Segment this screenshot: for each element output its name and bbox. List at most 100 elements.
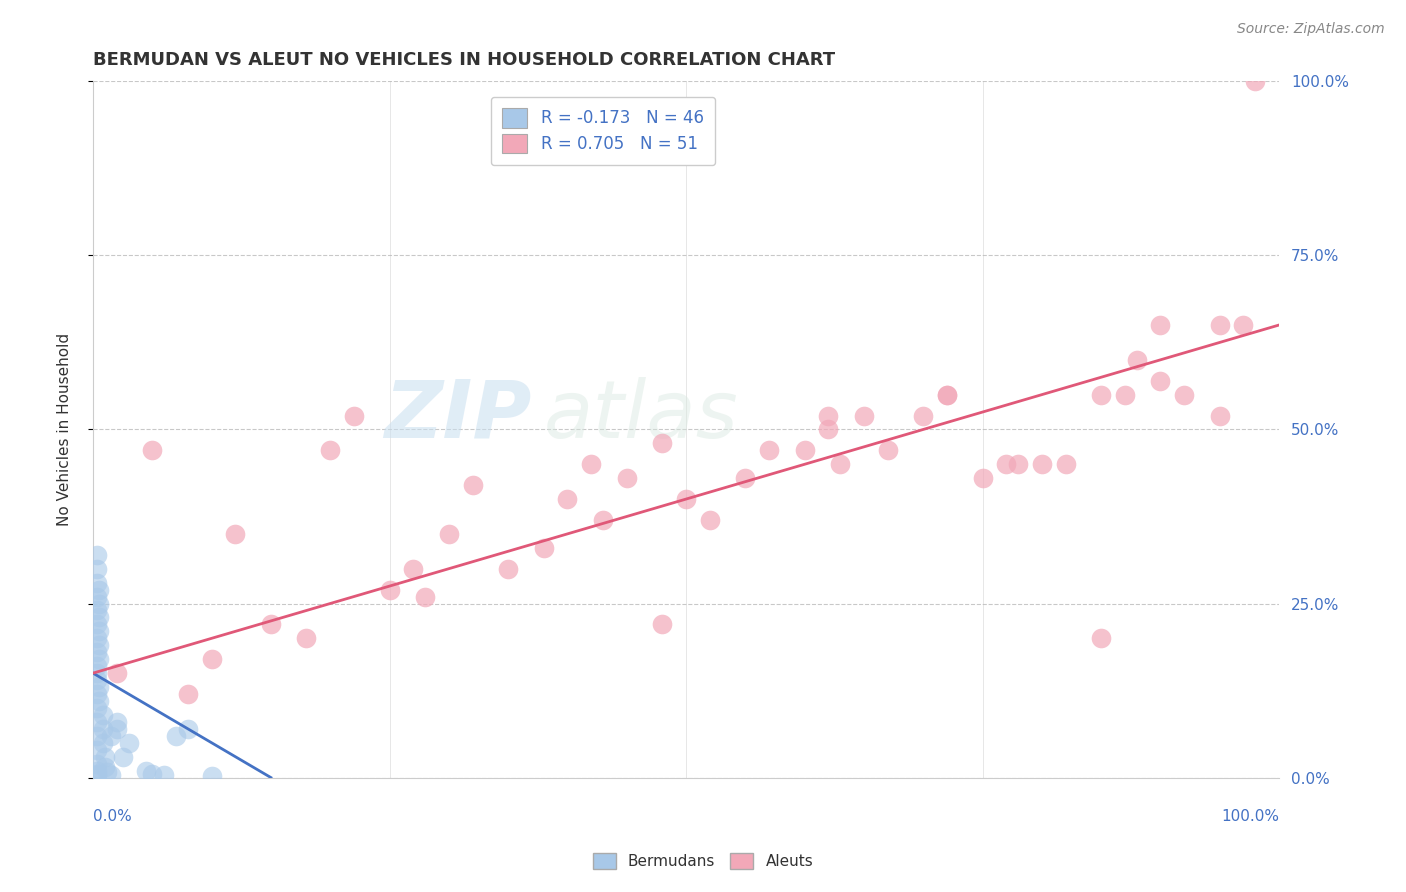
Point (87, 624, 110, 639)
Point (616, 471, 638, 485)
Point (1090, 387, 1112, 401)
Point (793, 443, 815, 458)
Point (86, 632, 108, 646)
Point (153, 768, 176, 782)
Point (201, 652, 224, 666)
Point (557, 492, 579, 507)
Point (912, 409, 935, 423)
Point (87, 582, 110, 597)
Point (141, 443, 163, 458)
Point (86, 742, 108, 756)
Point (87, 694, 110, 708)
Point (177, 687, 200, 701)
Point (1031, 457, 1053, 471)
Point (852, 409, 875, 423)
Point (86, 701, 108, 715)
Point (817, 409, 839, 423)
Point (651, 617, 673, 632)
Point (87, 652, 110, 666)
Point (86, 714, 108, 729)
Point (177, 722, 200, 736)
Point (86, 687, 108, 701)
Point (1149, 374, 1171, 388)
Point (86, 575, 108, 590)
Point (201, 769, 224, 783)
Legend: R = -0.173   N = 46, R = 0.705   N = 51: R = -0.173 N = 46, R = 0.705 N = 51 (491, 96, 716, 165)
Point (91, 736, 114, 750)
Point (579, 457, 602, 471)
Point (86, 756, 108, 771)
Point (141, 767, 163, 781)
Point (675, 492, 697, 507)
Point (699, 513, 721, 527)
Point (86, 768, 108, 782)
Legend: Bermudans, Aleuts: Bermudans, Aleuts (586, 847, 820, 875)
Point (378, 582, 401, 597)
Point (224, 527, 246, 541)
Point (817, 422, 839, 436)
Point (105, 722, 128, 736)
Point (86, 767, 108, 781)
Point (734, 471, 756, 485)
Point (94, 760, 117, 774)
Point (105, 714, 128, 729)
Point (86, 617, 108, 632)
Point (972, 471, 994, 485)
Point (86, 666, 108, 681)
Point (461, 478, 484, 492)
Text: BERMUDAN VS ALEUT NO VEHICLES IN HOUSEHOLD CORRELATION CHART: BERMUDAN VS ALEUT NO VEHICLES IN HOUSEHO… (93, 51, 835, 69)
Point (96, 764, 118, 779)
Point (413, 590, 436, 604)
Point (1173, 387, 1195, 401)
Point (87, 597, 110, 611)
Point (86, 659, 108, 673)
Point (1209, 318, 1232, 332)
Point (533, 541, 555, 555)
Point (111, 749, 134, 764)
Point (86, 645, 108, 659)
Point (1232, 318, 1254, 332)
Point (1054, 457, 1077, 471)
Point (100, 768, 122, 782)
Point (87, 610, 110, 624)
Point (87, 680, 110, 694)
Point (1007, 457, 1029, 471)
Point (319, 443, 342, 458)
Point (1149, 318, 1171, 332)
Point (1125, 352, 1147, 367)
Point (117, 736, 139, 750)
Point (135, 764, 157, 778)
Text: 100.0%: 100.0% (1220, 809, 1279, 824)
Point (295, 632, 318, 646)
Point (86, 764, 108, 778)
Point (402, 562, 425, 576)
Point (343, 409, 366, 423)
Point (100, 729, 122, 743)
Point (758, 443, 780, 458)
Point (86, 729, 108, 743)
Point (935, 387, 957, 401)
Text: atlas: atlas (544, 376, 738, 455)
Point (876, 443, 898, 458)
Point (1090, 632, 1112, 646)
Point (1209, 409, 1232, 423)
Point (94, 749, 117, 764)
Point (86, 562, 108, 576)
Point (165, 729, 187, 743)
Text: ZIP: ZIP (384, 376, 531, 455)
Point (86, 548, 108, 562)
Point (86, 590, 108, 604)
Y-axis label: No Vehicles in Household: No Vehicles in Household (58, 333, 72, 526)
Point (437, 527, 460, 541)
Point (91, 707, 114, 722)
Point (87, 638, 110, 652)
Point (86, 673, 108, 687)
Point (935, 387, 957, 401)
Point (86, 603, 108, 617)
Point (592, 513, 614, 527)
Point (651, 436, 673, 450)
Point (1244, 74, 1267, 88)
Point (830, 457, 852, 471)
Point (91, 722, 114, 736)
Text: Source: ZipAtlas.com: Source: ZipAtlas.com (1237, 22, 1385, 37)
